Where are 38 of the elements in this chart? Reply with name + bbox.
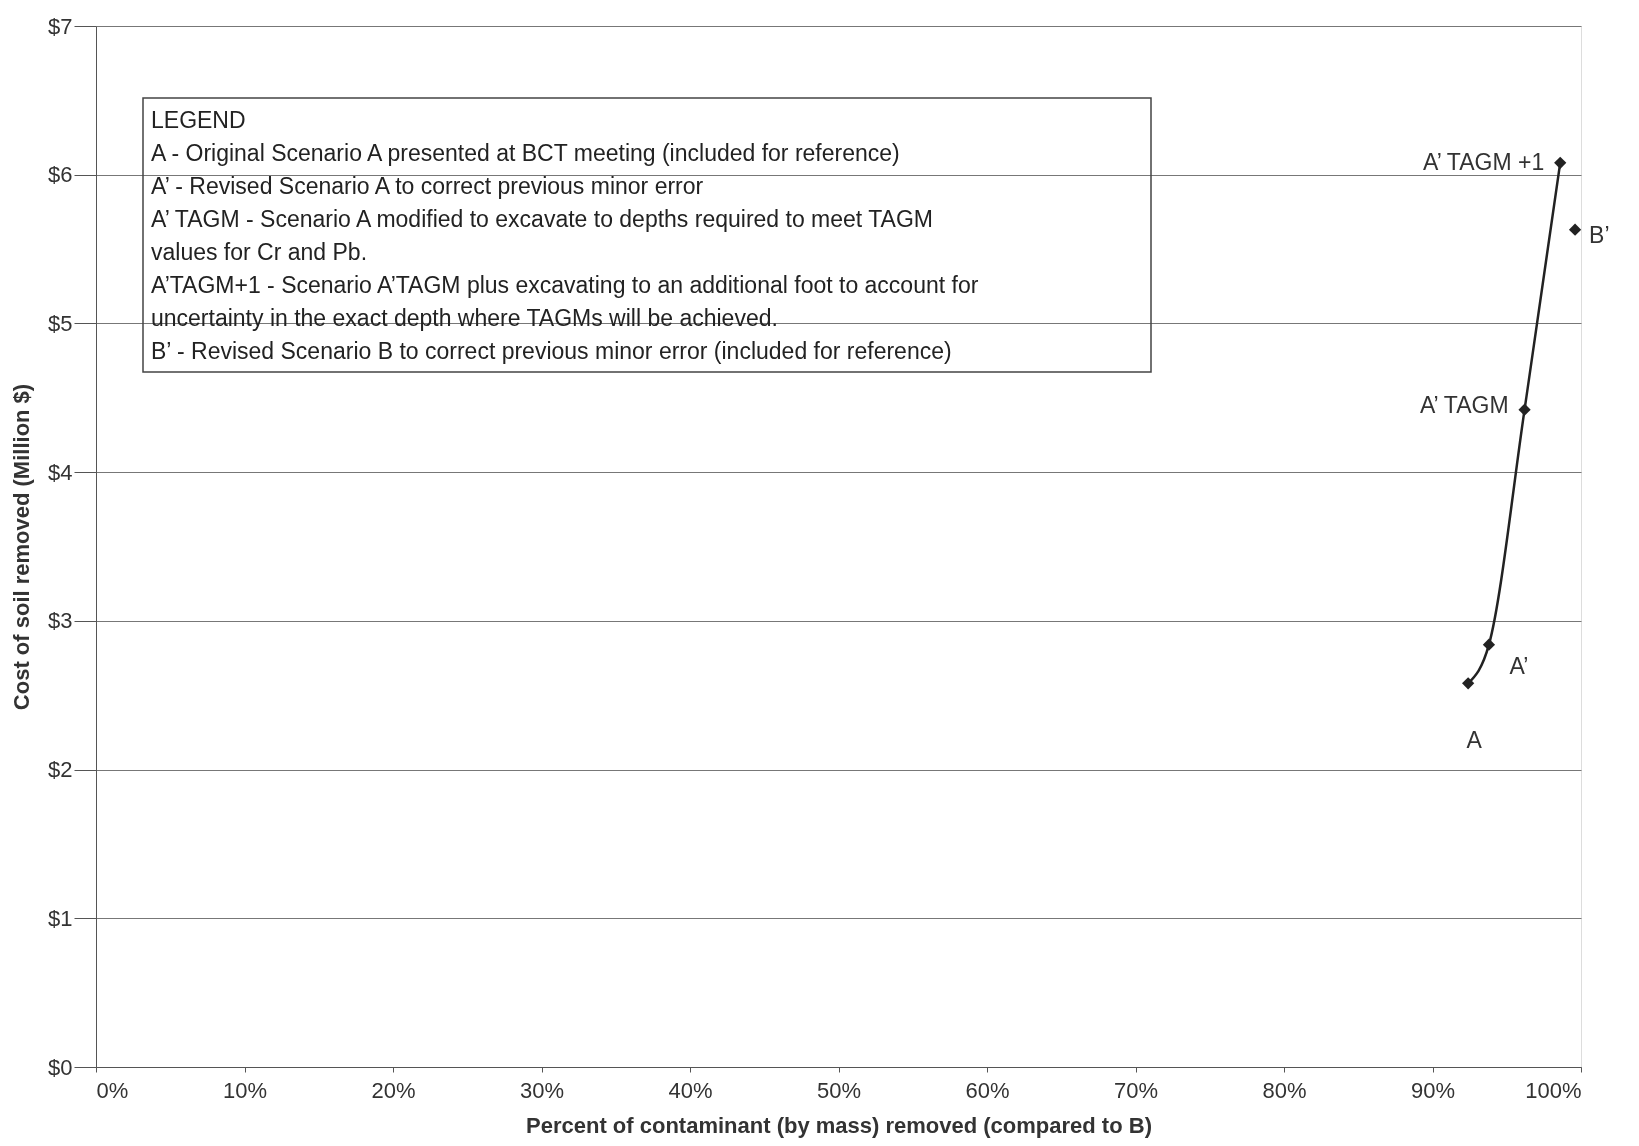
x-axis-title: Percent of contaminant (by mass) removed (compared to B) [526, 1112, 1152, 1138]
x-tick-label: 10% [222, 1077, 268, 1103]
annotation: A - Original Scenario A presented at BCT meeting (included for reference) [151, 139, 900, 166]
y-tick-label: $2 [48, 757, 73, 783]
annotation: A’ TAGM - Scenario A modified to excavate to depths required to meet TAGM [151, 205, 933, 232]
y-tick-label: $6 [48, 162, 73, 188]
y-tick-label: $4 [48, 459, 73, 485]
point [1482, 638, 1496, 651]
x-tick-label: 20% [371, 1077, 416, 1103]
x-tick-label: 100% [1525, 1077, 1582, 1103]
annotation: B’ - Revised Scenario B to correct previous minor error (included for reference) [151, 337, 952, 364]
y-tick-label: $0 [48, 1054, 73, 1080]
x-tick-label: 40% [668, 1077, 713, 1103]
x-tick-label: 30% [519, 1077, 565, 1103]
y-tick-label: $7 [48, 13, 73, 39]
y-tick-label: $3 [48, 608, 73, 634]
point [1568, 223, 1582, 236]
annotation: values for Cr and Pb. [151, 238, 368, 265]
point [1554, 156, 1567, 169]
annotation: A [1466, 727, 1483, 754]
annotation: A’TAGM+1 - Scenario A’TAGM plus excavating to an additional foot to account for [151, 271, 979, 298]
x-tick-label: 60% [965, 1077, 1010, 1103]
x-tick-label: 80% [1262, 1077, 1307, 1103]
annotation: A’ TAGM +1 [1422, 148, 1545, 175]
x-tick-label: 70% [1113, 1077, 1159, 1103]
y-axis-title: Cost of soil removed (Million $) [9, 383, 35, 711]
x-tick-label: 0% [96, 1077, 129, 1103]
point [1462, 677, 1475, 690]
point [1518, 403, 1531, 416]
annotation: A’ TAGM [1419, 391, 1509, 418]
annotation: A’ - Revised Scenario A to correct previous minor error [151, 172, 704, 199]
y-tick-label: $1 [48, 905, 73, 931]
x-tick-label: 50% [816, 1077, 862, 1103]
annotation: A’ [1509, 652, 1529, 679]
y-tick-label: $5 [48, 310, 73, 336]
x-tick-label: 90% [1410, 1077, 1456, 1103]
annotation: B’ [1589, 221, 1610, 248]
annotation: LEGEND [151, 106, 246, 133]
